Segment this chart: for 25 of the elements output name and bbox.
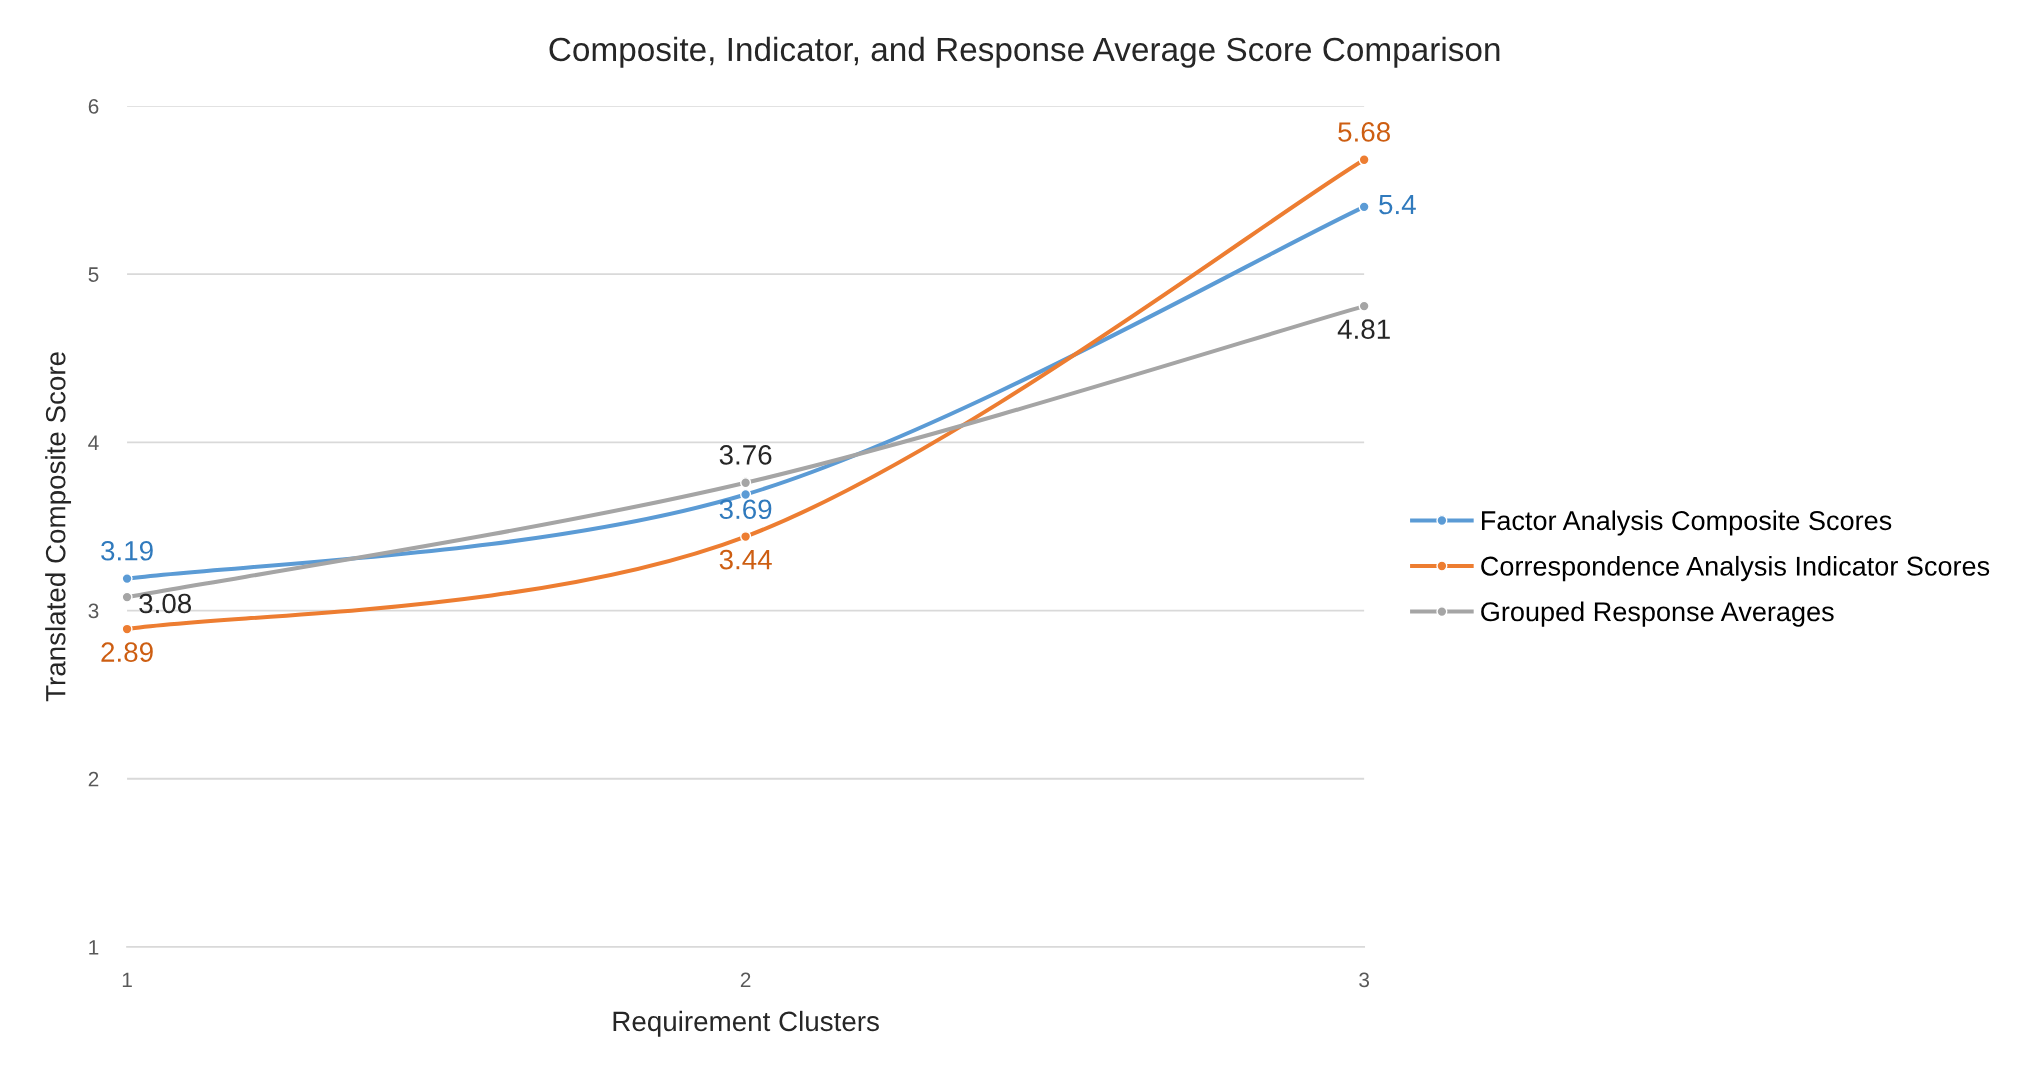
- y-tick-label: 4: [88, 435, 99, 450]
- legend-label: Grouped Response Averages: [1481, 601, 1834, 627]
- chart-title: Composite, Indicator, and Response Average Score Comparison: [549, 36, 1500, 68]
- data-label: 3.76: [719, 445, 772, 465]
- x-tick-label: 3: [1359, 972, 1370, 988]
- y-tick-label: 1: [89, 940, 99, 955]
- y-axis-title: Translated Composite Score: [45, 352, 72, 702]
- y-tick-label: 2: [88, 771, 99, 787]
- y-tick-label: 6: [88, 98, 99, 114]
- data-label: 5.4: [1379, 194, 1416, 215]
- data-label: 2.89: [101, 642, 153, 662]
- y-tick-label: 3: [88, 603, 99, 619]
- x-tick-label: 2: [740, 972, 751, 988]
- data-label: 3.69: [719, 499, 772, 520]
- x-tick-label: 1: [122, 972, 132, 988]
- legend-label: Correspondence Analysis Indicator Scores: [1481, 555, 1990, 582]
- data-label: 3.44: [719, 549, 772, 570]
- data-label: 3.19: [101, 540, 153, 561]
- data-label: 5.68: [1338, 122, 1390, 142]
- data-label: 3.08: [139, 593, 192, 614]
- y-tick-label: 5: [88, 267, 99, 282]
- point: [121, 623, 133, 635]
- data-label: 4.81: [1337, 319, 1390, 340]
- x-axis-title: Requirement Clusters: [613, 1010, 879, 1037]
- legend-label: Factor Analysis Composite Scores: [1482, 510, 1892, 536]
